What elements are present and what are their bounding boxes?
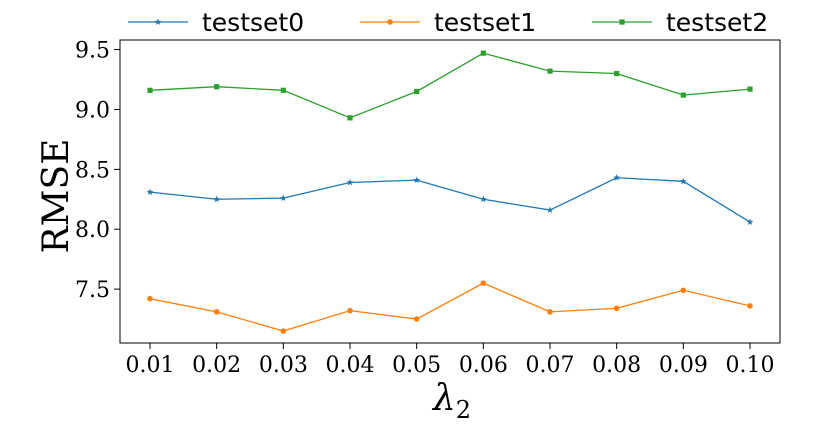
x-axis-title-symbol: λ	[431, 378, 456, 419]
series-group	[146, 50, 754, 334]
series-testset1	[147, 280, 753, 334]
data-point	[413, 316, 420, 322]
data-point	[747, 86, 753, 92]
plot-area-frame	[119, 39, 781, 344]
y-tick-label: 7.5	[75, 278, 110, 303]
data-point	[680, 287, 687, 294]
legend-item: testset1	[360, 8, 536, 37]
series-line	[149, 52, 751, 119]
data-point	[479, 195, 487, 203]
data-point	[613, 174, 621, 181]
data-point	[213, 309, 220, 315]
data-point	[413, 176, 421, 184]
data-point	[147, 87, 153, 93]
data-point	[347, 115, 353, 121]
data-point	[747, 303, 753, 309]
data-point	[480, 280, 487, 286]
data-point	[414, 88, 420, 95]
data-point	[614, 70, 620, 77]
x-tick-label: 0.04	[326, 353, 375, 378]
y-tick-label: 9.0	[75, 98, 110, 123]
legend-label: testset1	[434, 8, 536, 37]
data-point	[280, 87, 286, 93]
legend-marker	[154, 18, 162, 25]
x-axis-title-subscript: 2	[456, 396, 471, 424]
data-point	[146, 188, 154, 196]
data-point	[613, 305, 620, 312]
data-point	[280, 328, 287, 334]
x-tick-label: 0.07	[526, 353, 575, 378]
x-axis: 0.01 0.02 0.03 0.04 0.05 0.06 0.07 0.08 0.09 0.10	[126, 343, 775, 378]
data-point	[679, 177, 687, 185]
data-point	[746, 218, 754, 225]
x-tick-label: 0.08	[592, 353, 641, 378]
series-testset2	[147, 50, 753, 121]
legend-label: testset2	[666, 8, 768, 37]
legend: testset0 testset1 testset2	[128, 8, 768, 37]
data-point	[546, 206, 554, 213]
data-point	[547, 309, 553, 315]
y-axis-title: RMSE	[36, 139, 77, 254]
data-point	[680, 92, 686, 98]
y-tick-label: 8.5	[75, 158, 110, 183]
legend-marker	[387, 19, 393, 25]
x-tick-label: 0.03	[259, 353, 308, 378]
y-axis: 7.5 8.0 8.5 9.0 9.5	[75, 39, 120, 303]
x-tick-label: 0.02	[192, 353, 241, 378]
data-point	[480, 50, 486, 56]
y-tick-label: 9.5	[75, 39, 110, 64]
series-line	[149, 282, 751, 332]
data-point	[214, 84, 220, 90]
data-point	[147, 295, 153, 302]
x-tick-label: 0.01	[126, 353, 175, 378]
series-line	[149, 177, 751, 223]
x-tick-label: 0.10	[726, 353, 775, 378]
data-point	[347, 307, 353, 314]
legend-item: testset2	[592, 8, 768, 37]
x-tick-label: 0.05	[392, 353, 441, 378]
data-point	[547, 68, 553, 74]
legend-marker	[619, 19, 625, 25]
data-point	[279, 194, 287, 201]
legend-label: testset0	[202, 8, 304, 37]
y-tick-label: 8.0	[75, 218, 110, 243]
x-tick-label: 0.06	[459, 353, 508, 378]
series-testset0	[146, 174, 754, 225]
legend-item: testset0	[128, 8, 304, 37]
x-axis-title: λ2	[431, 378, 471, 424]
x-tick-label: 0.09	[659, 353, 708, 378]
data-point	[213, 195, 221, 203]
data-point	[346, 178, 354, 186]
